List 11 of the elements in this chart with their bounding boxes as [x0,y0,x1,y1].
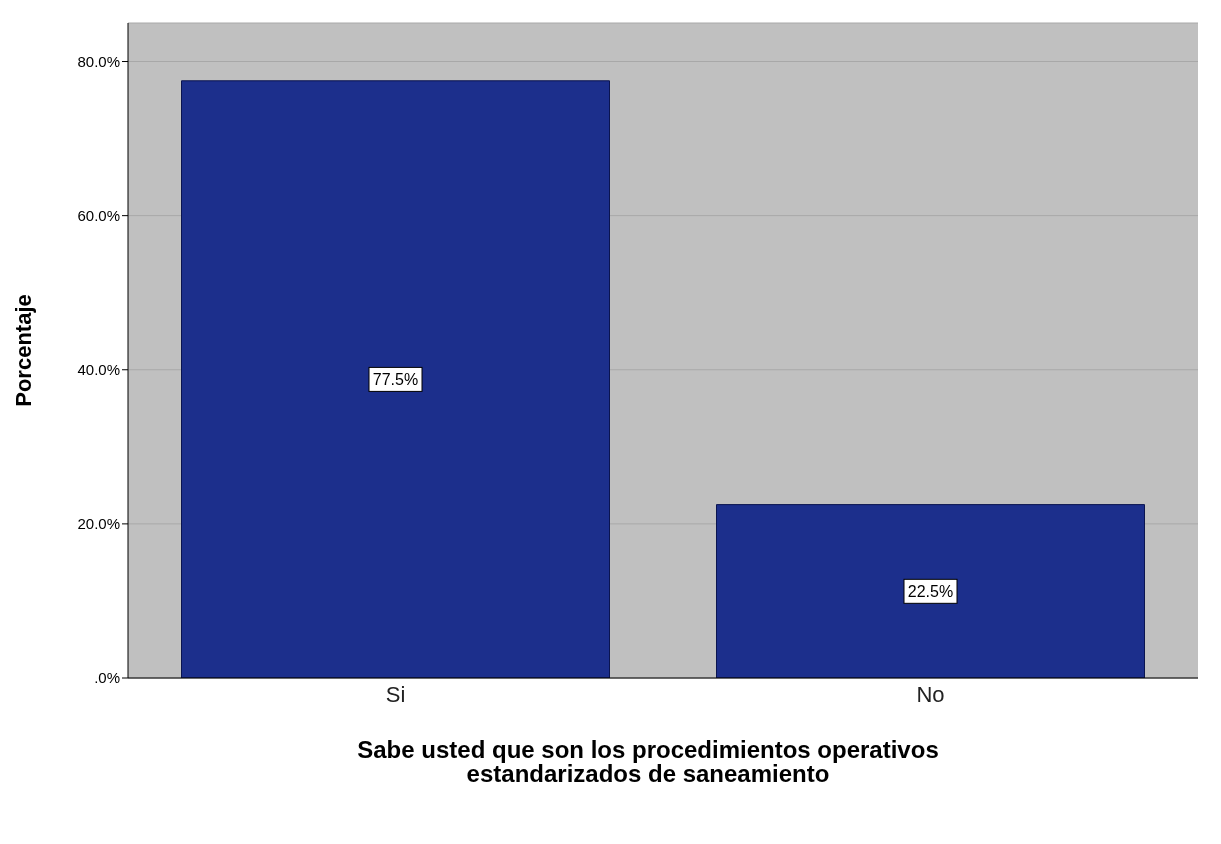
data-label: 22.5% [907,583,954,601]
y-tick-label: 40.0% [77,361,120,379]
x-tick-label: No [916,681,945,707]
y-tick-label: 80.0% [77,52,120,70]
x-tick-label: Si [385,681,406,707]
y-tick-label: .0% [94,669,120,687]
x-axis-title: Sabe usted que son los procedimientos operativos estandarizados de saneamiento [356,736,940,787]
y-tick-label: 60.0% [77,206,120,224]
y-axis-title: Porcentaje [10,294,36,407]
y-tick-label: 20.0% [77,515,120,533]
data-label: 77.5% [372,371,419,389]
